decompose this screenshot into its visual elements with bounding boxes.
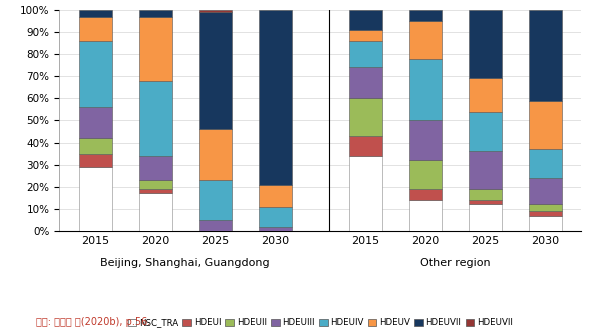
Bar: [528, 101, 562, 149]
Bar: [139, 193, 172, 231]
Bar: [79, 16, 112, 41]
Bar: [528, 178, 562, 205]
Bar: [468, 79, 502, 112]
Bar: [409, 200, 442, 231]
Bar: [409, 21, 442, 58]
Bar: [79, 138, 112, 154]
Bar: [139, 180, 172, 189]
Bar: [199, 129, 232, 180]
Bar: [79, 167, 112, 231]
Bar: [349, 67, 382, 98]
Bar: [468, 205, 502, 231]
Bar: [199, 12, 232, 129]
Bar: [199, 220, 232, 231]
Bar: [528, 149, 562, 178]
Bar: [349, 136, 382, 156]
Bar: [528, 211, 562, 215]
Bar: [139, 81, 172, 156]
Bar: [528, 10, 562, 101]
Bar: [259, 227, 292, 231]
Bar: [528, 205, 562, 211]
Bar: [468, 189, 502, 200]
Bar: [468, 151, 502, 189]
Bar: [409, 10, 442, 21]
Bar: [259, 184, 292, 207]
Bar: [139, 16, 172, 81]
Bar: [79, 41, 112, 107]
Bar: [259, 207, 292, 227]
Bar: [139, 156, 172, 180]
Bar: [409, 160, 442, 189]
Bar: [259, 10, 292, 184]
Bar: [79, 153, 112, 167]
Bar: [468, 200, 502, 205]
Bar: [79, 10, 112, 16]
Bar: [528, 215, 562, 231]
Bar: [349, 10, 382, 30]
Legend: NSC_TRA, HDEUI, HDEUII, HDEUIII, HDEUIV, HDEUV, HDEUVIІ, HDEUVII: NSC_TRA, HDEUI, HDEUII, HDEUIII, HDEUIV,…: [125, 315, 516, 330]
Bar: [199, 180, 232, 220]
Bar: [468, 10, 502, 79]
Bar: [409, 120, 442, 160]
Bar: [199, 10, 232, 12]
Text: Beijing, Shanghai, Guangdong: Beijing, Shanghai, Guangdong: [100, 257, 270, 268]
Bar: [349, 98, 382, 136]
Text: 자료: 우정헌 외(2020b), p.56.: 자료: 우정헌 외(2020b), p.56.: [36, 317, 150, 327]
Bar: [409, 189, 442, 200]
Bar: [349, 30, 382, 41]
Bar: [468, 112, 502, 151]
Text: Other region: Other region: [420, 257, 490, 268]
Bar: [349, 156, 382, 231]
Bar: [409, 58, 442, 120]
Bar: [139, 189, 172, 193]
Bar: [139, 10, 172, 16]
Bar: [79, 107, 112, 138]
Bar: [349, 41, 382, 67]
